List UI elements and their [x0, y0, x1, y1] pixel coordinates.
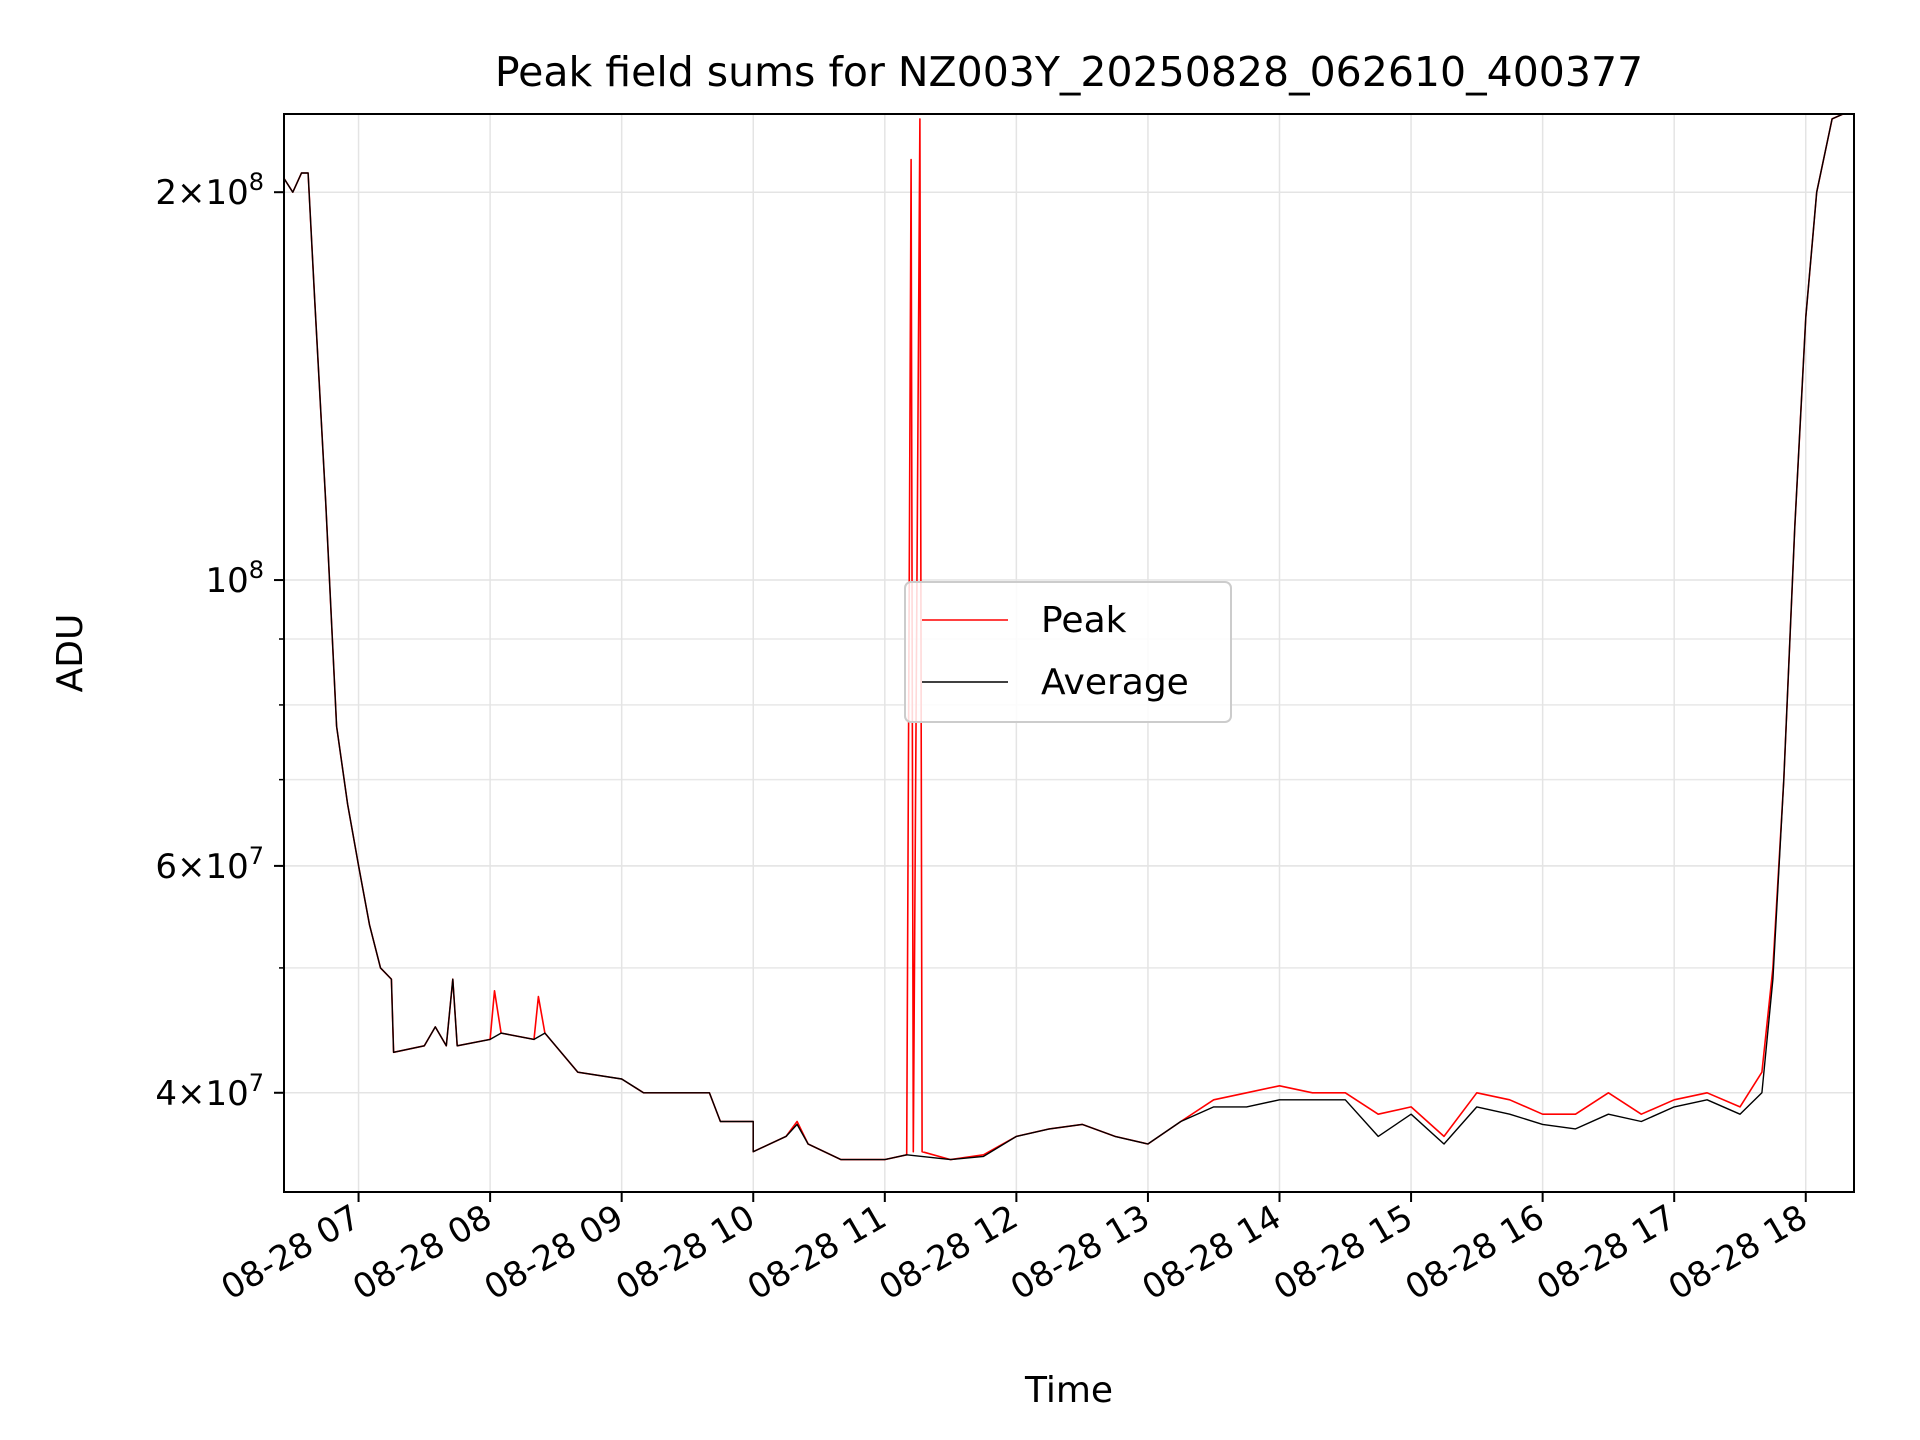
- grid: [284, 114, 1854, 1192]
- y-tick-label: 6×107: [155, 842, 264, 887]
- series-line-average: [284, 114, 1845, 1161]
- chart-title: Peak field sums for NZ003Y_20250828_0626…: [495, 48, 1643, 96]
- y-tick-label: 4×107: [155, 1069, 264, 1114]
- legend-label-average: Average: [1041, 662, 1189, 703]
- legend-box: [904, 581, 1232, 723]
- y-axis: 4×107 6×107 108 2×108: [155, 168, 284, 1114]
- legend-label-peak: Peak: [1041, 600, 1127, 641]
- legend: Peak Average: [904, 581, 1232, 723]
- y-tick-label: 2×108: [155, 168, 264, 213]
- y-axis-label: ADU: [50, 614, 91, 693]
- y-tick-label: 108: [205, 556, 264, 601]
- axes-frame: [283, 113, 1855, 1193]
- x-axis-label: Time: [1024, 1370, 1113, 1411]
